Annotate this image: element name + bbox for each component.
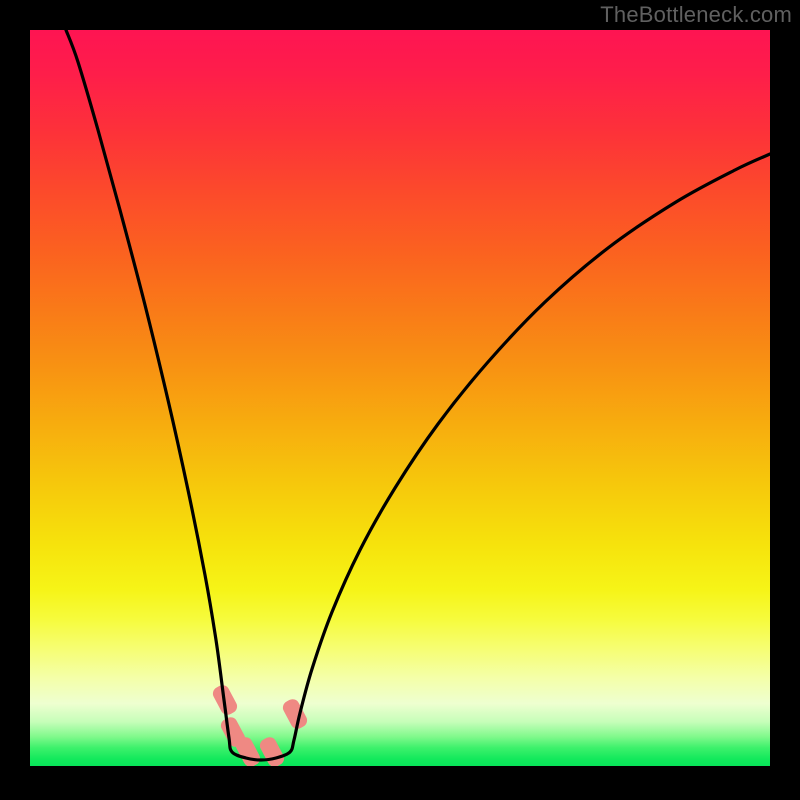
- bottleneck-chart: [0, 0, 800, 800]
- watermark-text: TheBottleneck.com: [600, 2, 792, 28]
- gradient-background: [30, 30, 770, 766]
- chart-container: TheBottleneck.com: [0, 0, 800, 800]
